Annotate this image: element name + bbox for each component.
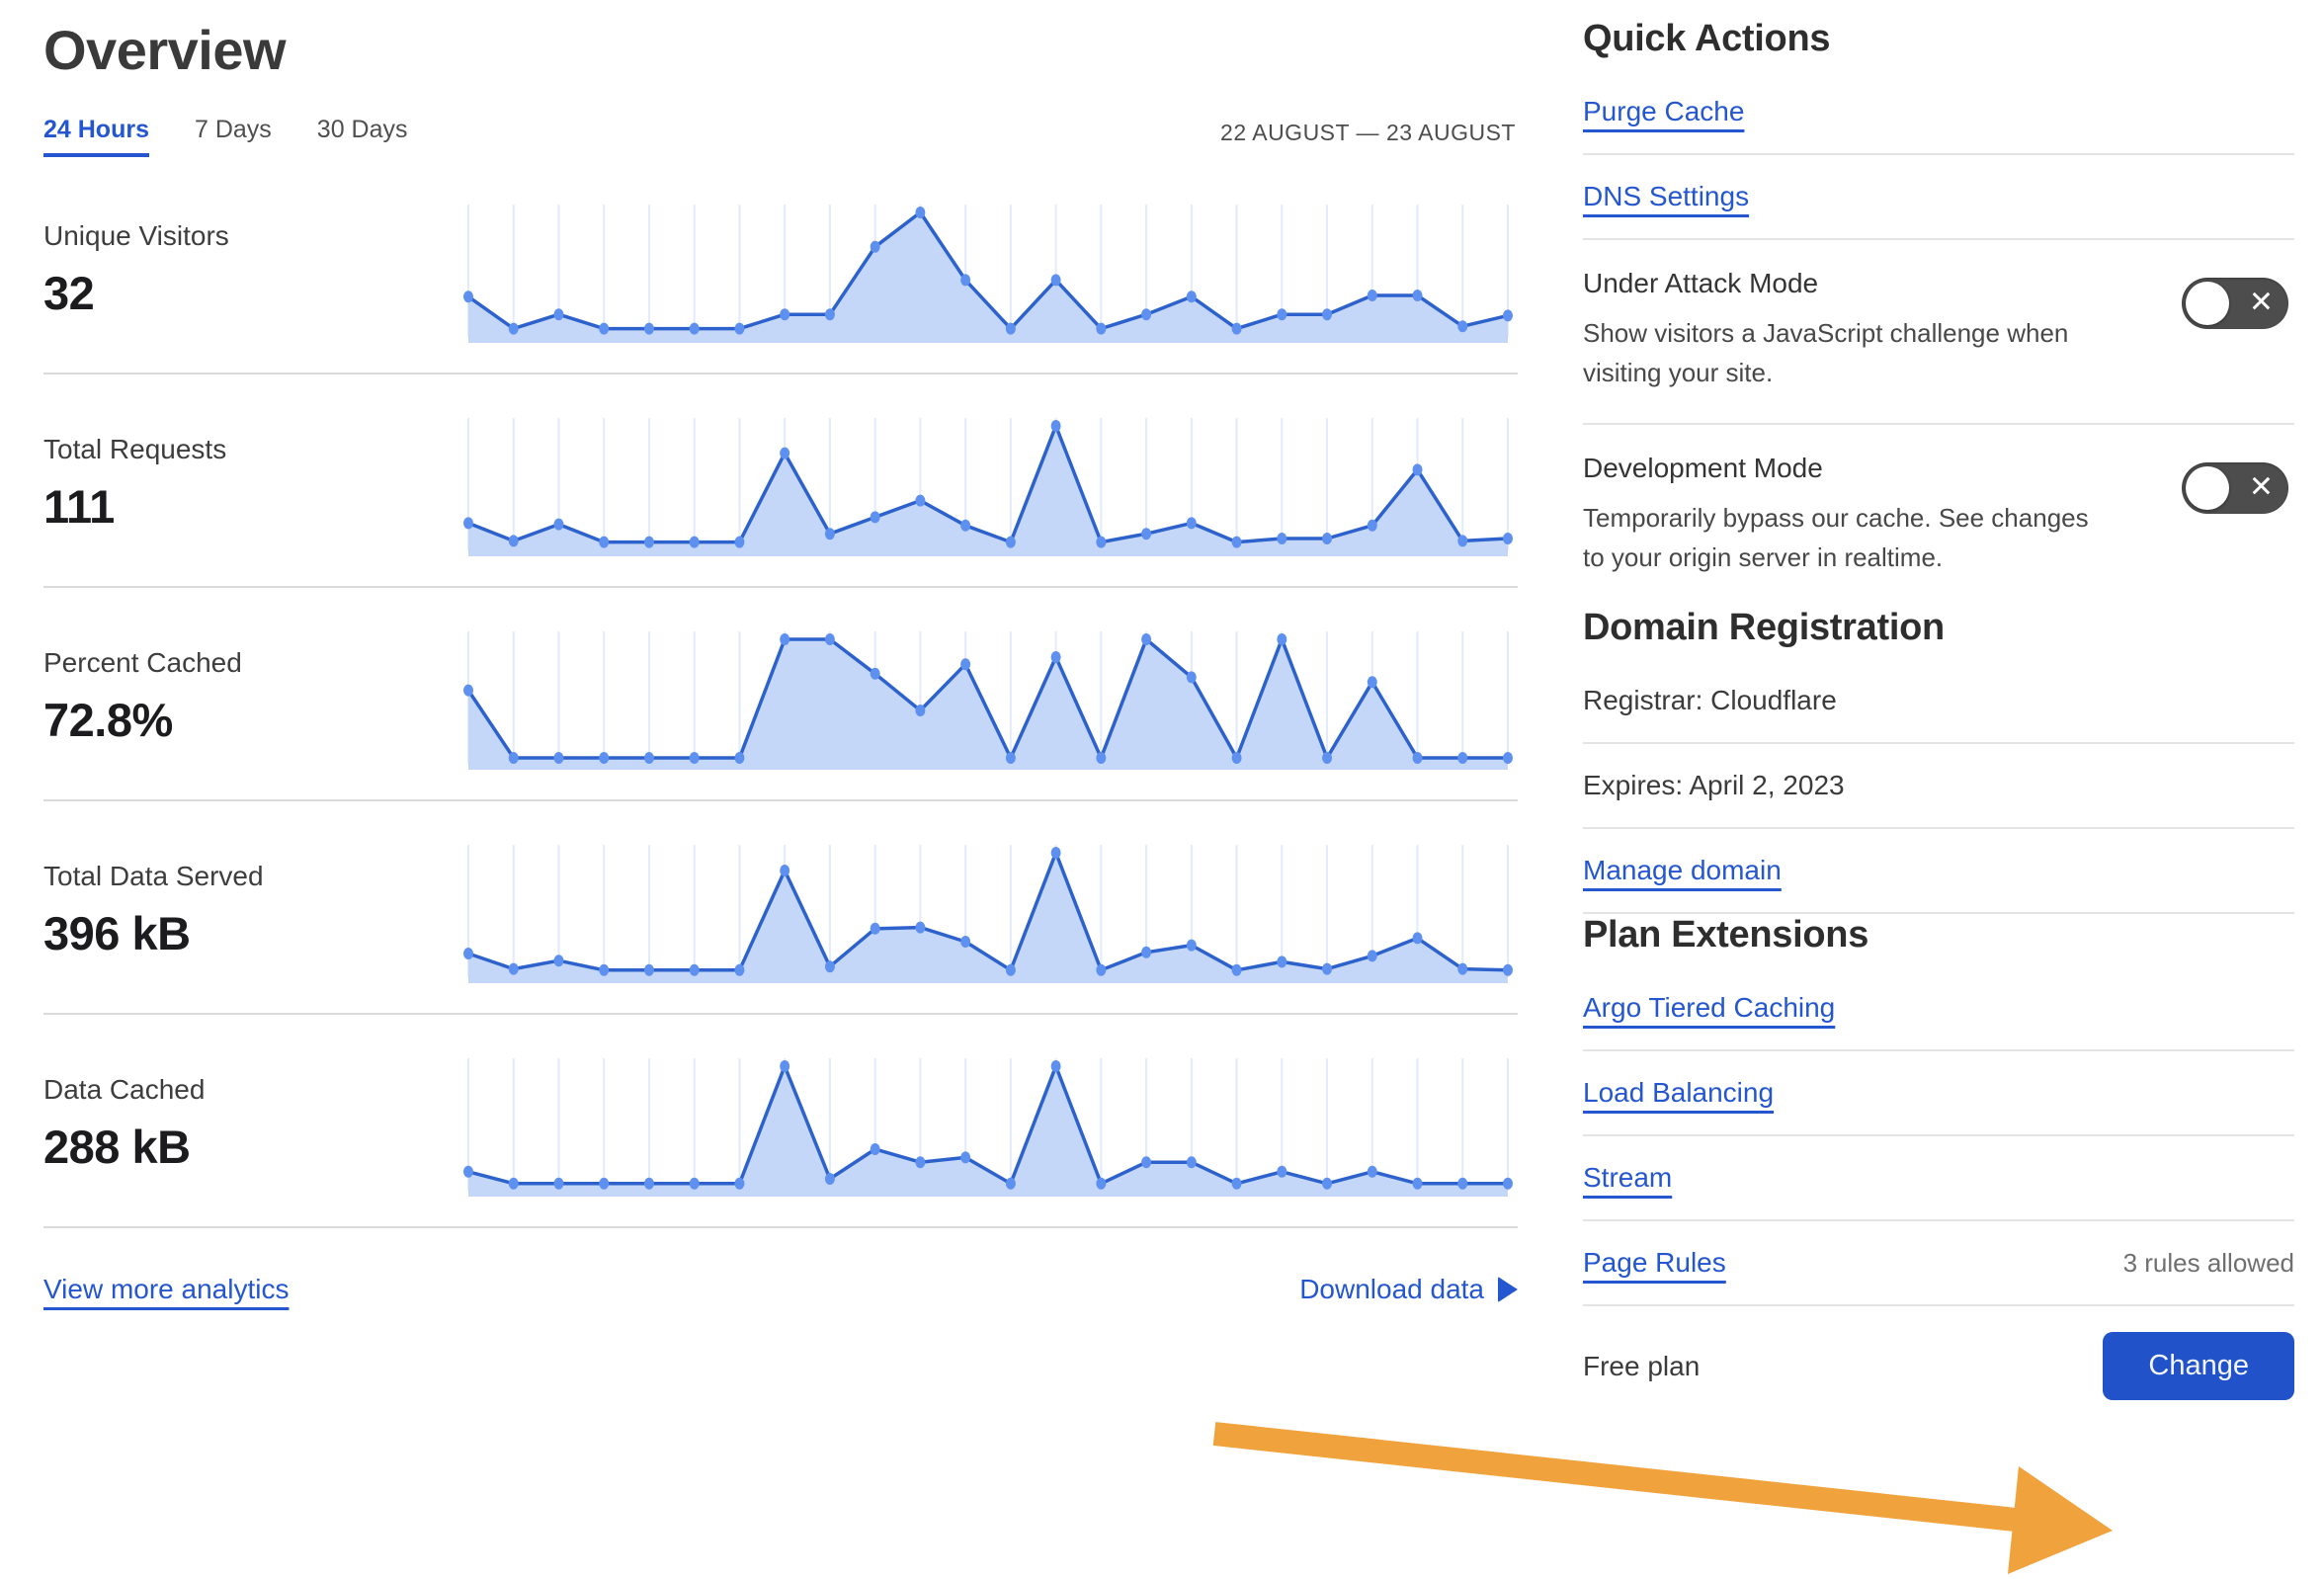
argo-tiered-caching-link[interactable]: Argo Tiered Caching: [1583, 992, 1836, 1024]
page-rules-link[interactable]: Page Rules: [1583, 1247, 1726, 1279]
metric-value: 111: [43, 480, 115, 533]
metric-label: Unique Visitors: [43, 220, 229, 251]
metric-value: 72.8%: [43, 694, 173, 746]
metric-label: Total Requests: [43, 434, 227, 464]
time-range-tabs: 24 Hours 7 Days 30 Days 22 AUGUST — 23 A…: [43, 116, 1518, 161]
metric-info: Data Cached 288 kB: [43, 1052, 458, 1174]
metric-info: Unique Visitors 32: [43, 199, 458, 320]
under-attack-mode-row: Under Attack Mode Show visitors a JavaSc…: [1583, 240, 2294, 425]
purge-cache-row: Purge Cache: [1583, 70, 2294, 155]
tab-7-days[interactable]: 7 Days: [194, 116, 272, 143]
toggle-off-x-icon: ✕: [2248, 286, 2274, 319]
manage-domain-link[interactable]: Manage domain: [1583, 855, 1782, 886]
percent-cached-sparkline: [463, 631, 1513, 770]
download-arrow-icon: [1498, 1277, 1518, 1302]
tab-24-hours[interactable]: 24 Hours: [43, 116, 149, 157]
manage-domain-row: Manage domain: [1583, 829, 2294, 915]
under-attack-mode-title: Under Attack Mode: [1583, 268, 1819, 298]
data-cached-sparkline: [463, 1058, 1513, 1197]
stream-row: Stream: [1583, 1136, 2294, 1222]
registrar-row: Registrar: Cloudflare: [1583, 659, 2294, 745]
metric-value: 396 kB: [43, 907, 191, 959]
expires-row: Expires: April 2, 2023: [1583, 744, 2294, 830]
metric-label: Percent Cached: [43, 647, 242, 678]
toggle-knob: [2186, 465, 2229, 510]
load-balancing-row: Load Balancing: [1583, 1051, 2294, 1137]
metric-value: 32: [43, 267, 95, 319]
analytics-footer: View more analytics Download data: [43, 1274, 1518, 1305]
load-balancing-link[interactable]: Load Balancing: [1583, 1077, 1775, 1109]
development-mode-row: Development Mode Temporarily bypass our …: [1583, 425, 2294, 608]
metric-row-data-cached: Data Cached 288 kB: [43, 1015, 1518, 1228]
quick-actions-heading: Quick Actions: [1583, 18, 1831, 59]
toggle-knob: [2186, 282, 2229, 325]
metric-info: Total Data Served 396 kB: [43, 839, 458, 960]
metric-info: Percent Cached 72.8%: [43, 625, 458, 747]
sidebar-panel: Quick Actions Purge Cache DNS Settings U…: [1583, 18, 2294, 1401]
under-attack-mode-toggle[interactable]: ✕: [2182, 278, 2288, 329]
tab-30-days[interactable]: 30 Days: [316, 116, 408, 143]
metric-row-total-data-served: Total Data Served 396 kB: [43, 801, 1518, 1015]
purge-cache-link[interactable]: Purge Cache: [1583, 96, 1745, 126]
total-requests-sparkline: [463, 418, 1513, 556]
registrar-value: Registrar: Cloudflare: [1583, 685, 1837, 716]
development-mode-toggle[interactable]: ✕: [2182, 461, 2288, 514]
dns-settings-row: DNS Settings: [1583, 155, 2294, 240]
download-data-label: Download data: [1299, 1274, 1484, 1304]
metric-row-total-requests: Total Requests 111: [43, 374, 1518, 588]
unique-visitors-sparkline: [463, 205, 1513, 343]
toggle-off-x-icon: ✕: [2248, 469, 2274, 503]
under-attack-mode-description: Show visitors a JavaScript challenge whe…: [1583, 318, 2069, 388]
metric-row-percent-cached: Percent Cached 72.8%: [43, 588, 1518, 801]
expires-value: Expires: April 2, 2023: [1583, 770, 1845, 801]
page-rules-row: Page Rules 3 rules allowed: [1583, 1221, 2294, 1307]
view-more-analytics-link[interactable]: View more analytics: [43, 1274, 290, 1304]
change-plan-button[interactable]: Change: [2103, 1332, 2294, 1401]
metric-label: Total Data Served: [43, 861, 264, 891]
metric-label: Data Cached: [43, 1074, 206, 1105]
page-rules-allowance: 3 rules allowed: [2122, 1248, 2294, 1279]
metric-value: 288 kB: [43, 1121, 191, 1173]
development-mode-title: Development Mode: [1583, 452, 1823, 483]
plan-extensions-heading: Plan Extensions: [1583, 914, 1869, 956]
plan-row: Free plan Change: [1583, 1306, 2294, 1401]
download-data-link[interactable]: Download data: [1299, 1274, 1518, 1305]
development-mode-description: Temporarily bypass our cache. See change…: [1583, 502, 2089, 572]
total-data-served-sparkline: [463, 845, 1513, 983]
analytics-panel: Overview 24 Hours 7 Days 30 Days 22 AUGU…: [43, 10, 1518, 1305]
current-plan-label: Free plan: [1583, 1350, 1701, 1381]
argo-tiered-caching-row: Argo Tiered Caching: [1583, 966, 2294, 1052]
page-title: Overview: [43, 19, 287, 81]
metric-row-unique-visitors: Unique Visitors 32: [43, 161, 1518, 374]
stream-link[interactable]: Stream: [1583, 1162, 1673, 1194]
domain-registration-heading: Domain Registration: [1583, 607, 1945, 649]
dns-settings-link[interactable]: DNS Settings: [1583, 181, 1750, 211]
metric-info: Total Requests 111: [43, 412, 458, 534]
date-range-label: 22 AUGUST — 23 AUGUST: [1220, 120, 1516, 145]
